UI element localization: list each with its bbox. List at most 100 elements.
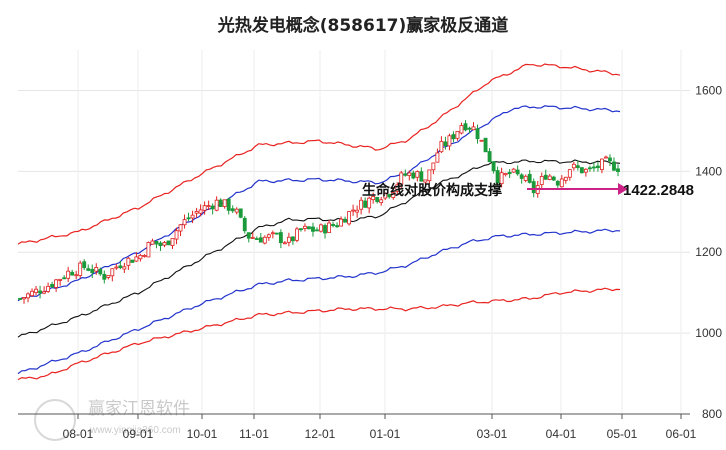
candle-body-down: [612, 161, 616, 171]
x-tick-label: 09-01: [123, 427, 154, 441]
candle-body-down: [218, 199, 223, 207]
candle-body-down: [62, 277, 67, 280]
candle: [555, 179, 560, 188]
candle: [106, 275, 111, 280]
candle-body-up: [58, 278, 63, 281]
candle: [495, 166, 500, 187]
candle: [419, 167, 424, 182]
candle-body-down: [596, 165, 600, 169]
candle: [146, 241, 151, 258]
candle-body-down: [230, 208, 235, 212]
candle-body-down: [315, 229, 319, 232]
candle: [86, 264, 91, 272]
candle: [335, 222, 339, 228]
candle-body-down: [331, 224, 335, 227]
candle: [282, 240, 287, 245]
candle-body-down: [467, 127, 472, 130]
candle-body-down: [575, 165, 580, 168]
candle-body-down: [375, 197, 380, 203]
candle: [158, 241, 163, 251]
candle: [608, 154, 612, 166]
candle-body-up: [266, 234, 271, 238]
candle: [174, 227, 179, 245]
y-tick-label: 1600: [695, 83, 722, 97]
candle: [278, 229, 283, 249]
candle-body-up: [604, 156, 608, 159]
candle-body-down: [246, 232, 251, 239]
candle: [435, 148, 440, 163]
candle: [547, 173, 552, 181]
candle-body-down: [403, 173, 408, 176]
candle-body-up: [523, 175, 528, 181]
candle: [42, 286, 47, 295]
candle: [575, 160, 580, 171]
candle-body-up: [431, 162, 436, 171]
candle-body-up: [286, 236, 291, 243]
candle: [238, 208, 243, 219]
candle-body-down: [210, 205, 215, 210]
candle: [311, 222, 315, 237]
candle-body-up: [42, 291, 47, 294]
candle-body-down: [290, 236, 295, 242]
candle: [463, 120, 468, 132]
candle: [246, 232, 251, 243]
candle-body-up: [435, 152, 440, 163]
candle-body-down: [483, 137, 488, 153]
candle-body-down: [363, 200, 368, 208]
candle-body-up: [142, 255, 147, 257]
candle: [511, 167, 516, 174]
candle: [363, 197, 368, 208]
candle: [596, 161, 600, 172]
candle-body-down: [555, 180, 560, 186]
candle: [539, 172, 544, 188]
candle: [110, 268, 115, 282]
candle-body-up: [94, 267, 99, 272]
candle-body-up: [26, 293, 30, 299]
candle: [58, 278, 63, 286]
candle-body-down: [451, 134, 456, 140]
y-tick-label: 1200: [695, 245, 722, 259]
candle-body-up: [22, 297, 26, 300]
candle-body-down: [18, 298, 22, 300]
candle: [138, 253, 143, 262]
candle: [600, 158, 604, 174]
watermark-site: www.yingjia360.com: [89, 425, 181, 436]
candle: [415, 170, 420, 182]
candle: [491, 161, 496, 174]
candle-body-down: [551, 176, 556, 181]
candle: [467, 126, 472, 134]
candle: [587, 165, 592, 172]
watermark-brand: 赢家江恩软件: [88, 399, 190, 419]
candle: [54, 278, 59, 292]
candle: [90, 264, 95, 279]
candle: [66, 266, 71, 282]
candle: [559, 175, 564, 188]
candle-body-up: [479, 139, 484, 142]
candle: [327, 219, 331, 233]
candle-body-down: [515, 169, 520, 175]
candle: [102, 270, 107, 284]
candle-body-up: [503, 173, 508, 176]
candle-body-down: [102, 273, 107, 280]
candle-body-down: [587, 167, 592, 170]
candle-body-up: [46, 285, 51, 292]
candle-body-up: [427, 169, 432, 182]
candle-body-down: [118, 265, 123, 269]
candle: [583, 168, 588, 177]
candle-body-down: [507, 171, 512, 175]
candle-body-down: [579, 167, 584, 174]
candle-body-down: [130, 259, 135, 263]
candle-body-up: [295, 228, 299, 241]
candle: [439, 136, 444, 154]
candle-body-down: [82, 261, 87, 268]
candle: [523, 174, 528, 183]
candle: [315, 227, 319, 232]
candle: [30, 288, 34, 297]
candle: [270, 230, 275, 239]
candle: [459, 122, 464, 135]
candle-body-down: [98, 268, 103, 275]
candle: [483, 137, 488, 153]
candle: [355, 205, 360, 218]
candle-body-down: [299, 228, 303, 231]
candle-body-down: [419, 171, 424, 182]
